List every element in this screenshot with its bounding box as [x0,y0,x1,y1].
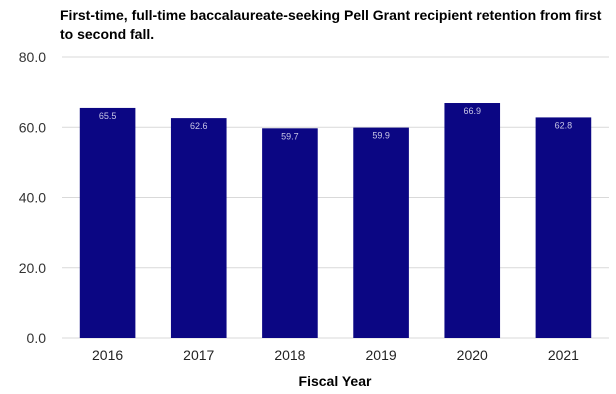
x-tick-label: 2018 [274,347,305,363]
gridlines [62,56,609,339]
x-axis-ticks: 2016 2017 2018 2019 2020 2021 [92,347,579,363]
x-axis-title: Fiscal Year [299,373,372,389]
y-tick-label: 0.0 [27,330,47,346]
data-label: 66.9 [463,106,481,116]
data-label: 59.9 [372,131,390,141]
y-tick-label: 80.0 [19,49,46,65]
chart-title: First-time, full-time baccalaureate-seek… [60,7,602,42]
y-tick-label: 40.0 [19,190,46,206]
data-label: 59.7 [281,131,299,141]
data-label: 62.6 [190,121,208,131]
bar [79,107,136,339]
bar [170,118,227,339]
x-tick-label: 2020 [457,347,488,363]
y-tick-label: 60.0 [19,119,46,135]
data-label: 62.8 [555,120,573,130]
bar [444,103,501,338]
bars [79,103,592,339]
y-tick-label: 20.0 [19,260,46,276]
x-tick-label: 2016 [92,347,123,363]
x-tick-label: 2021 [548,347,579,363]
bar [262,128,318,338]
data-label: 65.5 [99,111,117,121]
y-axis-ticks: 0.0 20.0 40.0 60.0 80.0 [19,49,46,346]
x-tick-label: 2019 [366,347,397,363]
bar [353,127,409,338]
x-tick-label: 2017 [183,347,214,363]
bar [535,117,592,338]
data-labels: 65.5 62.6 59.7 59.9 66.9 62.8 [99,106,572,141]
